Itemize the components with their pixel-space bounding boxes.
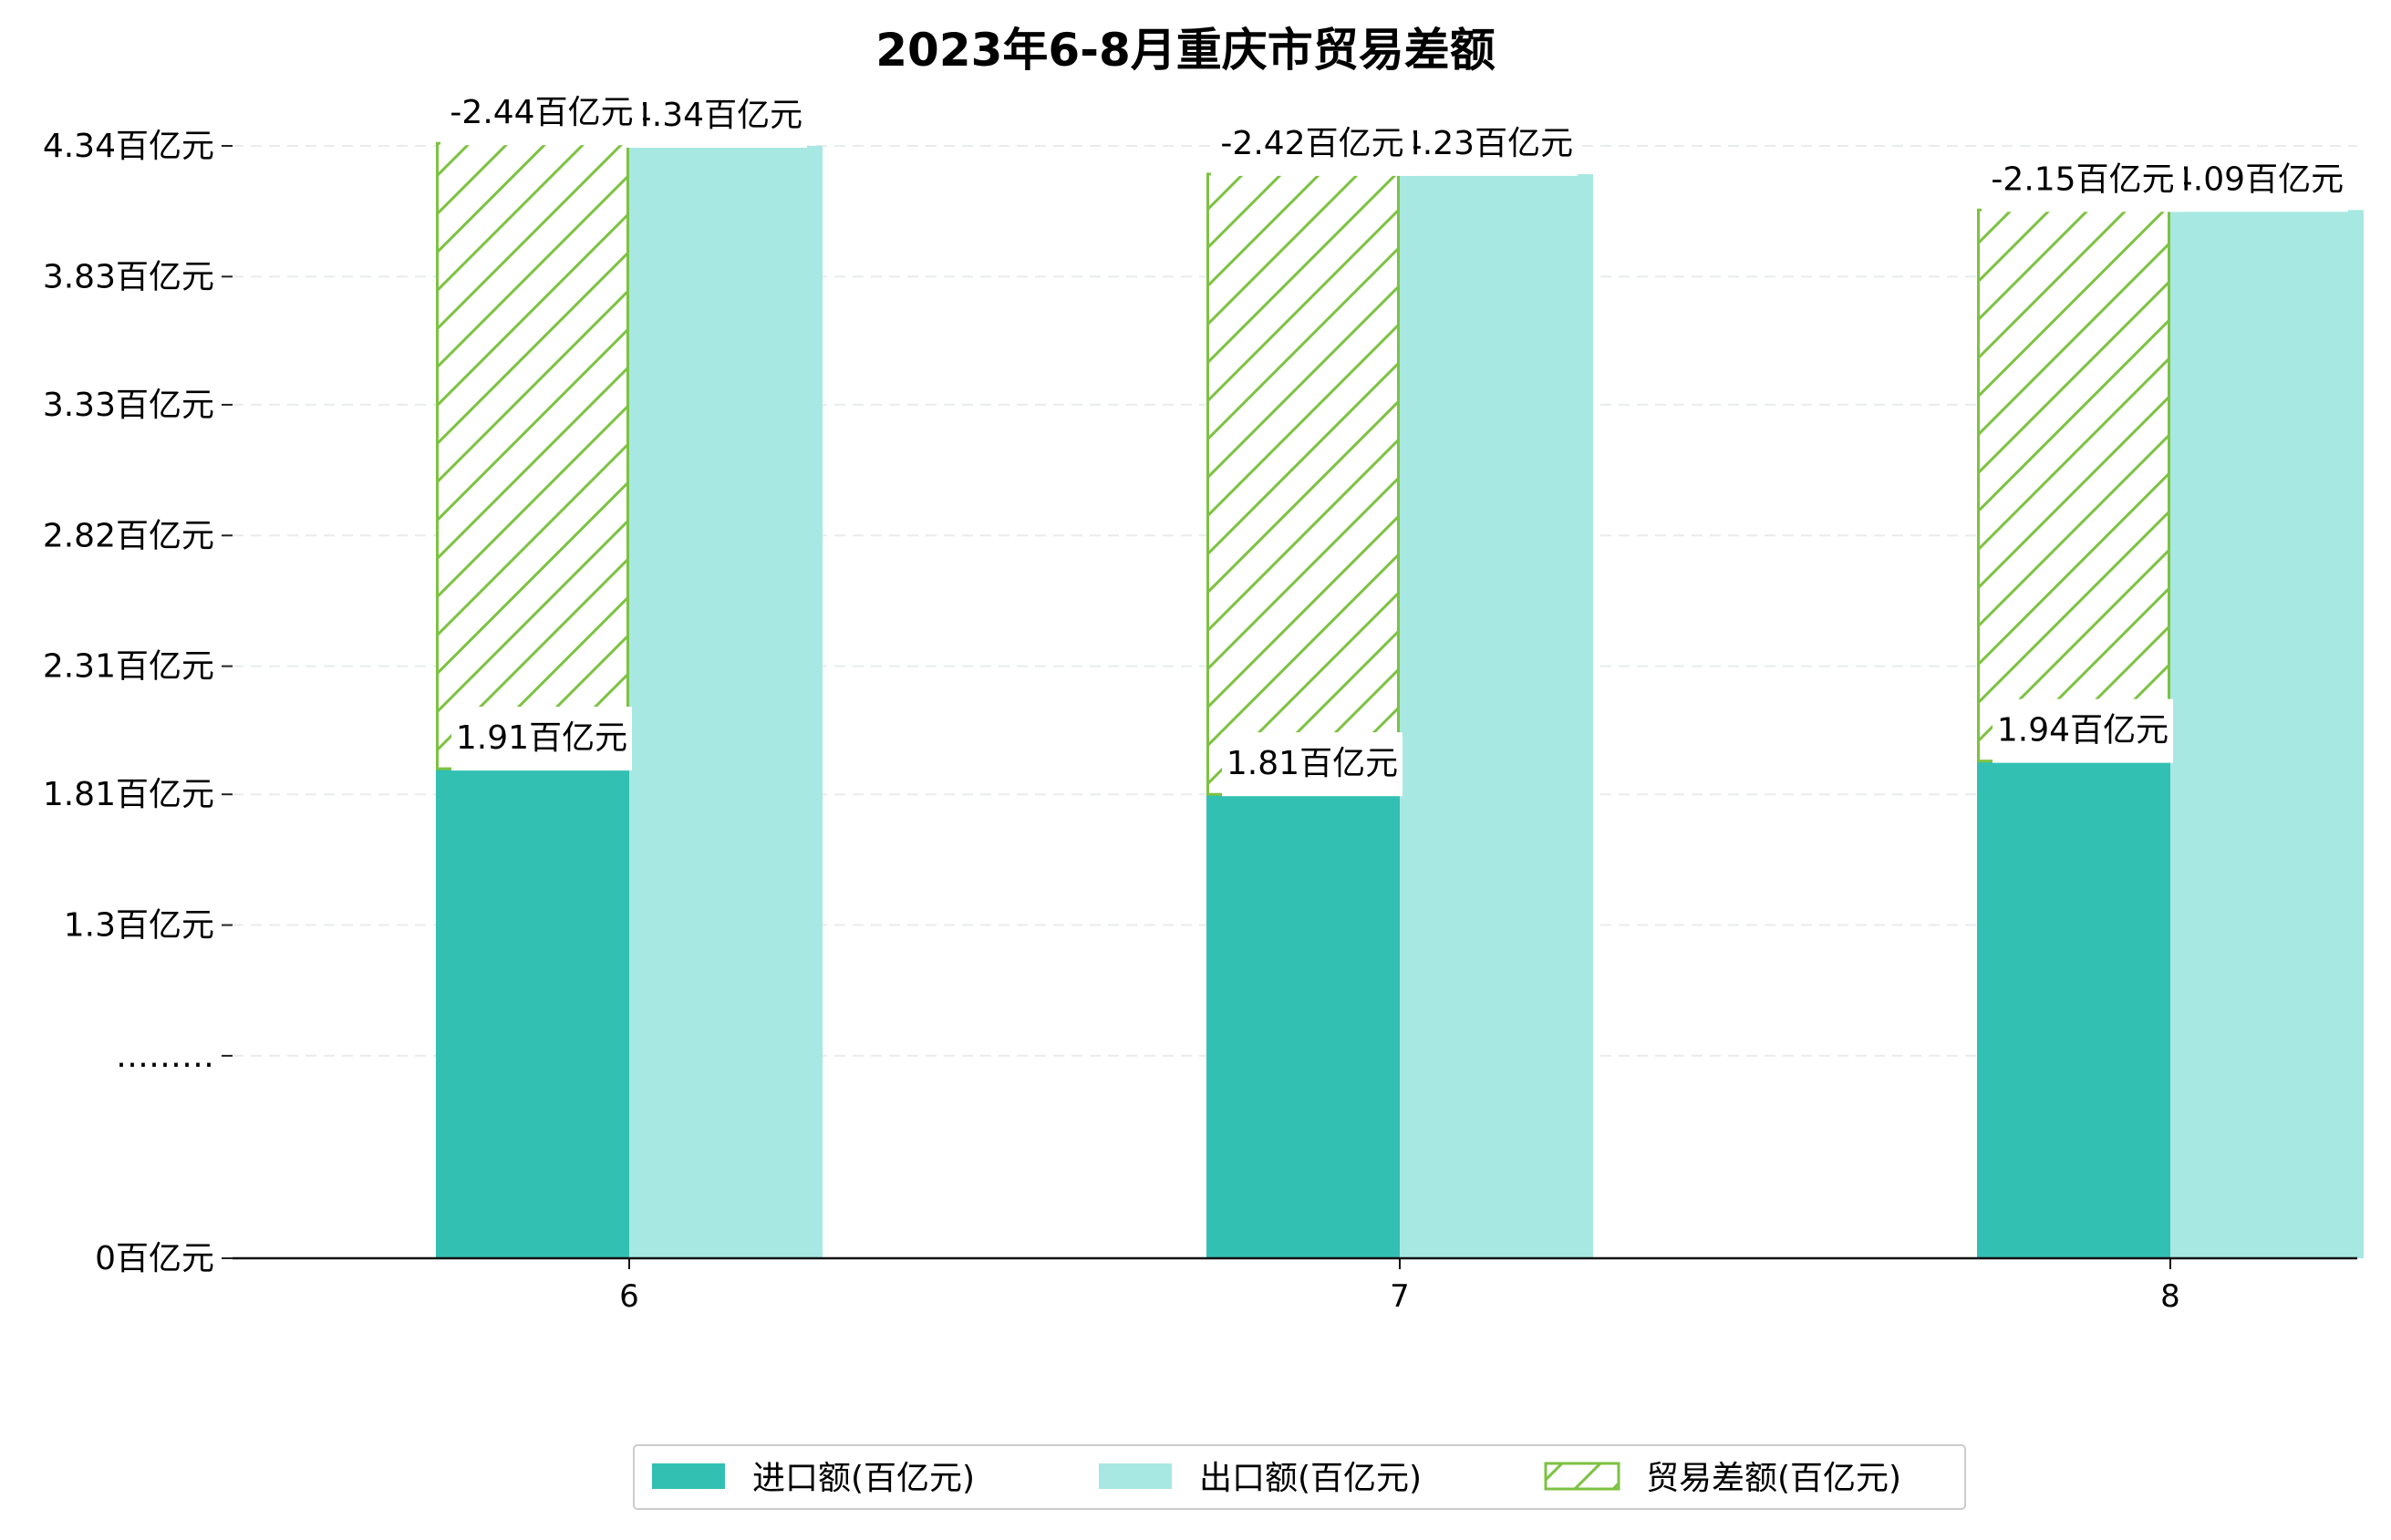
- data-label: -2.42百亿元: [1220, 125, 1403, 162]
- legend-label: 进口额(百亿元): [752, 1460, 975, 1497]
- trade-balance-bar: [436, 141, 629, 770]
- import-bar: [436, 769, 629, 1258]
- export-bar: [1400, 173, 1593, 1259]
- data-label-bg: [1222, 732, 1403, 797]
- legend-label: 出口额(百亿元): [1199, 1460, 1422, 1497]
- y-tick-label: 4.34百亿元: [43, 128, 214, 165]
- y-tick-label: ………: [116, 1038, 214, 1075]
- legend-swatch: [1099, 1463, 1172, 1489]
- y-tick-label: 3.83百亿元: [43, 258, 214, 295]
- data-label-bg: [1211, 111, 1413, 176]
- chart-title: 2023年6-8月重庆市贸易差额: [875, 24, 1496, 77]
- legend: 进口额(百亿元) 出口额(百亿元) 贸易差额(百亿元): [633, 1444, 1966, 1510]
- data-label: 4.23百亿元: [1402, 125, 1573, 162]
- data-label: 4.09百亿元: [2172, 160, 2344, 198]
- y-tick-label: 2.31百亿元: [43, 648, 214, 686]
- y-tick-label: 1.81百亿元: [43, 776, 214, 813]
- data-label: 1.94百亿元: [1997, 712, 2168, 749]
- x-tick-label: 7: [1390, 1278, 1410, 1315]
- bars: [436, 141, 2364, 1259]
- legend-label: 贸易差额(百亿元): [1646, 1460, 1901, 1497]
- legend-box: [633, 1444, 1966, 1510]
- y-axis: 0百亿元 ……… 1.3百亿元 1.81百亿元 2.31百亿元 2.82百亿元 3.33百亿…: [43, 128, 233, 1277]
- data-label-bg: [1982, 148, 2184, 212]
- y-tick-label: 3.33百亿元: [43, 387, 214, 424]
- data-label-bg: [2168, 148, 2348, 212]
- x-tick-label: 6: [619, 1278, 639, 1315]
- export-bar: [2170, 210, 2364, 1259]
- data-label: -2.15百亿元: [1991, 160, 2174, 198]
- data-labels: 1.91百亿元 4.34百亿元-2.44百亿元 1.81百亿元 4.23百亿元-2.4…: [440, 81, 2348, 797]
- data-label-bg: [1397, 111, 1578, 176]
- legend-swatch: [652, 1463, 725, 1489]
- trade-balance-bar: [1206, 172, 1400, 796]
- export-bar: [629, 146, 823, 1258]
- import-bar: [1206, 794, 1400, 1258]
- y-tick-label: 0百亿元: [95, 1240, 214, 1277]
- trade-balance-bar: [1977, 208, 2170, 763]
- x-tick-label: 8: [2160, 1278, 2180, 1315]
- data-label: 4.34百亿元: [631, 97, 802, 134]
- import-bar: [1977, 760, 2170, 1258]
- x-axis: 6 7 8: [233, 1256, 2357, 1315]
- legend-swatch: [1544, 1462, 1620, 1491]
- y-tick-label: 2.82百亿元: [43, 517, 214, 554]
- data-label: -2.44百亿元: [450, 94, 633, 131]
- y-tick-label: 1.3百亿元: [64, 907, 214, 945]
- data-label: 1.91百亿元: [456, 719, 627, 757]
- data-label-bg: [626, 84, 807, 148]
- data-label-bg: [451, 707, 632, 771]
- data-label-bg: [1992, 698, 2173, 763]
- data-label-bg: [440, 81, 643, 146]
- data-label: 1.81百亿元: [1227, 745, 1398, 782]
